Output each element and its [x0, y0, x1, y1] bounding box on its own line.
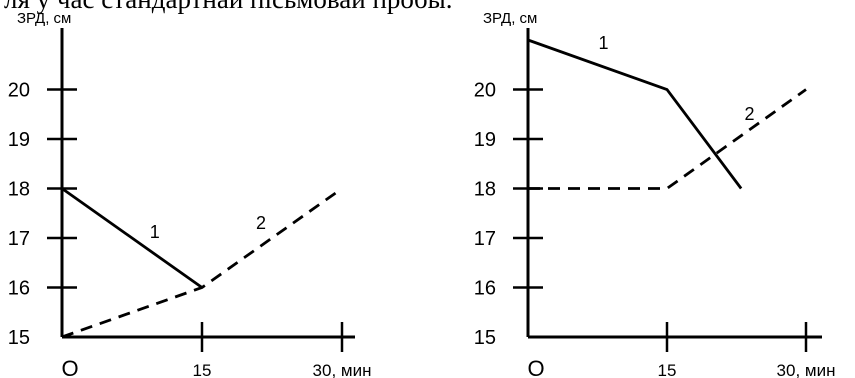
- y-axis-label: ЗРД, см: [483, 10, 537, 27]
- x-tick-label: 30, мин: [313, 361, 372, 378]
- series-2-line: [528, 88, 807, 190]
- series-2-label: 2: [256, 213, 266, 233]
- y-tick-label: 17: [474, 228, 496, 250]
- series-1-label: 1: [150, 222, 160, 242]
- x-tick-label: 30, мин: [777, 361, 836, 378]
- series-1-label: 1: [598, 33, 608, 53]
- series-2-label: 2: [744, 104, 754, 124]
- x-tick-label: О: [61, 356, 78, 378]
- x-tick-label: 15: [193, 361, 212, 378]
- y-axis-label: ЗРД, см: [17, 10, 71, 27]
- chart-2: 15 16 17 18 19 20 ЗРД, см О 15 30, мин 1 2: [474, 10, 836, 378]
- y-tick-label: 15: [474, 327, 496, 349]
- x-tick-label: О: [527, 356, 544, 378]
- series-1-line: [527, 38, 743, 190]
- y-tick-label: 20: [8, 80, 30, 102]
- y-tick-label: 20: [474, 80, 496, 102]
- y-tick-label: 18: [474, 179, 496, 201]
- y-tick-label: 19: [474, 129, 496, 151]
- y-tick-label: 17: [8, 228, 30, 250]
- x-tick-label: 15: [658, 361, 677, 378]
- series-2-line: [61, 187, 343, 339]
- y-tick-label: 16: [474, 278, 496, 300]
- y-tick-label: 16: [8, 278, 30, 300]
- chart-1: 15 16 17 18 19 20 ЗРД, см О 15 30, мин 1 2: [8, 10, 372, 378]
- series-1-line: [61, 187, 203, 289]
- y-tick-label: 18: [8, 179, 30, 201]
- y-tick-label: 15: [8, 327, 30, 349]
- y-tick-label: 19: [8, 129, 30, 151]
- page-heading: ля у час стандартнай пісьмовай пробы.: [4, 0, 453, 15]
